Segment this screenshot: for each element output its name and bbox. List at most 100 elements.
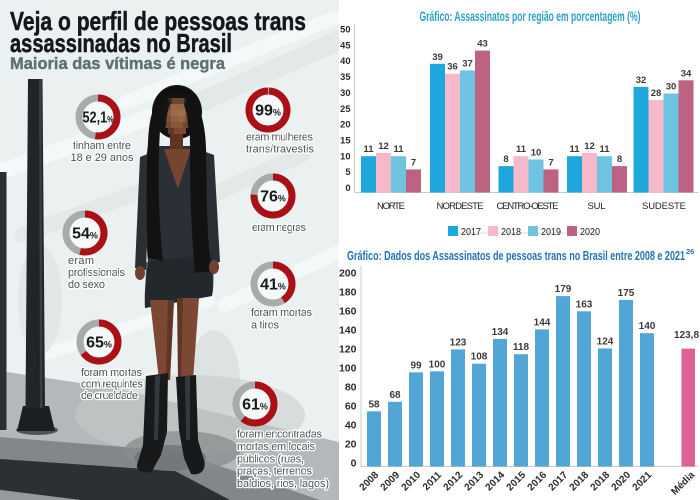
svg-text:30: 30 (340, 88, 350, 98)
svg-text:61%: 61% (242, 397, 268, 414)
svg-text:163: 163 (576, 299, 593, 310)
svg-text:123,8: 123,8 (674, 330, 699, 341)
svg-text:10: 10 (531, 148, 542, 159)
svg-text:34: 34 (681, 68, 692, 79)
svg-text:7: 7 (548, 157, 553, 168)
svg-text:100: 100 (339, 363, 357, 375)
svg-text:76%: 76% (260, 189, 286, 206)
svg-text:140: 140 (339, 325, 357, 337)
svg-text:a tiros: a tiros (251, 320, 280, 332)
svg-text:baldios, rios, lagos): baldios, rios, lagos) (237, 478, 329, 490)
svg-text:54%: 54% (72, 226, 98, 243)
svg-text:124: 124 (597, 336, 614, 347)
svg-text:10: 10 (340, 151, 350, 161)
svg-text:2018: 2018 (568, 470, 592, 494)
svg-text:100: 100 (429, 359, 446, 370)
svg-text:2017: 2017 (461, 227, 481, 238)
svg-text:35: 35 (340, 72, 350, 82)
svg-text:trans/travestis: trans/travestis (246, 144, 315, 156)
svg-text:CENTRO-OESTE: CENTRO-OESTE (497, 201, 559, 212)
svg-text:11: 11 (516, 144, 527, 155)
svg-text:0: 0 (351, 458, 357, 470)
svg-text:assassinadas no Brasil: assassinadas no Brasil (10, 28, 232, 58)
svg-text:NORTE: NORTE (377, 201, 405, 212)
svg-text:20: 20 (345, 439, 357, 451)
svg-text:58: 58 (368, 399, 380, 410)
svg-text:20: 20 (340, 120, 350, 130)
svg-text:NORDESTE: NORDESTE (437, 201, 484, 212)
svg-text:2016: 2016 (526, 470, 550, 494)
svg-text:11: 11 (363, 144, 374, 155)
svg-text:com requintes: com requintes (81, 379, 144, 391)
svg-text:eram mulheres: eram mulheres (246, 132, 314, 144)
svg-text:175: 175 (618, 288, 635, 299)
svg-text:0: 0 (345, 183, 350, 193)
svg-text:praças, terrenos: praças, terrenos (237, 466, 313, 478)
svg-text:25: 25 (340, 104, 350, 114)
svg-text:2018: 2018 (501, 227, 521, 238)
svg-text:2014: 2014 (484, 470, 508, 494)
svg-text:2011: 2011 (421, 470, 444, 493)
svg-text:99%: 99% (255, 103, 281, 120)
svg-text:15: 15 (340, 136, 350, 146)
svg-text:37: 37 (462, 58, 473, 69)
svg-text:públicos (ruas,: públicos (ruas, (237, 453, 304, 465)
svg-text:mortas em locais: mortas em locais (237, 441, 316, 453)
svg-text:eram: eram (68, 255, 94, 267)
svg-text:2013: 2013 (463, 470, 487, 494)
svg-text:39: 39 (432, 52, 443, 63)
svg-text:12: 12 (378, 141, 389, 152)
svg-text:12: 12 (584, 141, 595, 152)
svg-text:8: 8 (617, 154, 622, 165)
svg-text:120: 120 (339, 344, 357, 356)
svg-text:profissionais: profissionais (68, 267, 126, 279)
svg-text:52,1%: 52,1% (83, 110, 114, 127)
svg-text:26: 26 (686, 247, 694, 256)
svg-text:68: 68 (389, 390, 401, 401)
svg-text:36: 36 (447, 62, 458, 73)
svg-text:2012: 2012 (442, 470, 466, 494)
svg-text:8: 8 (503, 154, 508, 165)
svg-text:2019: 2019 (541, 227, 561, 238)
svg-text:2009: 2009 (379, 470, 403, 494)
svg-text:41%: 41% (260, 277, 286, 294)
svg-text:40: 40 (340, 56, 350, 66)
svg-text:80: 80 (345, 382, 357, 394)
svg-text:eram negras: eram negras (252, 222, 307, 234)
svg-text:tinham entre: tinham entre (73, 140, 131, 152)
svg-text:40: 40 (345, 420, 357, 432)
svg-text:2017: 2017 (547, 470, 571, 494)
svg-text:50: 50 (340, 25, 350, 35)
svg-text:Média: Média (669, 470, 697, 498)
svg-text:Gráfico: Assassinatos por regi: Gráfico: Assassinatos por região em porc… (420, 8, 641, 24)
svg-text:65%: 65% (86, 335, 112, 352)
svg-text:28: 28 (651, 88, 662, 99)
svg-text:144: 144 (534, 317, 551, 328)
svg-text:2015: 2015 (505, 470, 529, 494)
svg-text:do sexo: do sexo (68, 279, 105, 291)
svg-text:43: 43 (477, 39, 488, 50)
svg-text:11: 11 (599, 144, 610, 155)
svg-text:2018: 2018 (589, 470, 613, 494)
svg-text:7: 7 (411, 157, 416, 168)
svg-text:2021: 2021 (631, 470, 655, 494)
svg-text:SUDESTE: SUDESTE (642, 201, 686, 212)
svg-text:de crueldade: de crueldade (81, 390, 138, 402)
svg-text:180: 180 (339, 287, 357, 299)
svg-text:30: 30 (666, 82, 677, 93)
svg-text:foram encontradas: foram encontradas (237, 429, 323, 441)
svg-text:Gráfico: Dados dos Assassinato: Gráfico: Dados dos Assassinatos de pesso… (347, 248, 685, 263)
svg-text:32: 32 (636, 75, 647, 86)
svg-text:160: 160 (339, 306, 357, 318)
svg-text:2020: 2020 (610, 470, 634, 494)
svg-text:Veja o perfil de pessoas trans: Veja o perfil de pessoas trans (10, 6, 306, 36)
svg-text:18 e 29 anos: 18 e 29 anos (71, 152, 135, 164)
svg-text:118: 118 (513, 342, 530, 353)
svg-text:SUL: SUL (588, 201, 606, 212)
svg-text:134: 134 (492, 327, 509, 338)
svg-text:5: 5 (345, 167, 350, 177)
svg-text:99: 99 (410, 360, 422, 371)
svg-text:200: 200 (339, 268, 357, 280)
svg-text:108: 108 (471, 352, 488, 363)
svg-text:11: 11 (393, 144, 404, 155)
